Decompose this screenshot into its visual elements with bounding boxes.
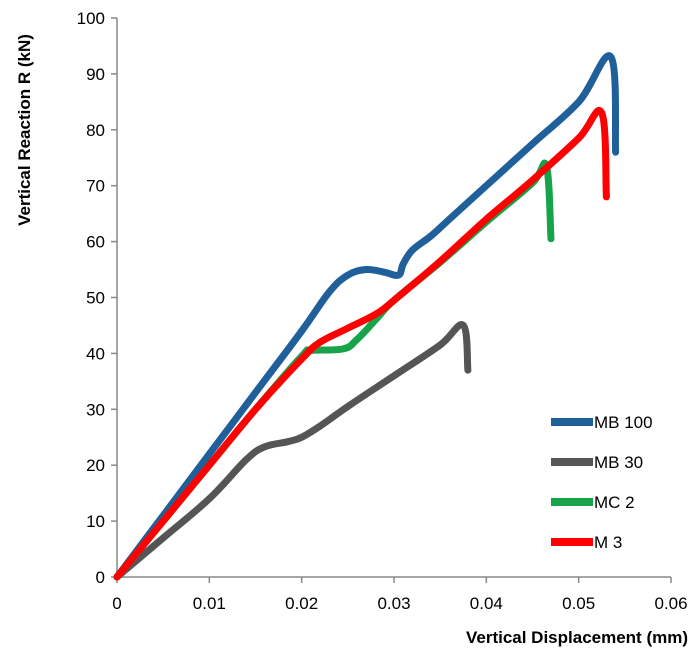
series-line-mc-2 [113,159,555,581]
y-tick-label: 90 [86,65,105,84]
ticks: 0 0.01 0.02 0.03 0.04 0.05 0.06 0 10 20 30 40 50 60 70… [77,9,688,613]
series-line-mb-100 [113,52,620,581]
y-tick-label: 20 [86,456,105,475]
x-tick-label: 0.05 [562,594,595,613]
x-tick-label: 0.02 [285,594,318,613]
series [113,52,620,581]
y-tick-label: 80 [86,121,105,140]
x-tick-label: 0.04 [470,594,503,613]
y-tick-label: 10 [86,512,105,531]
legend-label-m-3: M 3 [594,533,622,552]
legend-label-mc-2: MC 2 [594,493,635,512]
legend-label-mb-100: MB 100 [594,413,653,432]
y-tick-label: 30 [86,400,105,419]
y-tick-label: 50 [86,289,105,308]
series-line-mb-30 [113,321,472,581]
x-axis-title: Vertical Displacement (mm) [466,628,688,647]
y-axis-title: Vertical Reaction R (kN) [15,34,34,226]
x-tick-label: 0.03 [377,594,410,613]
y-tick-label: 70 [86,177,105,196]
y-tick-label: 100 [77,9,105,28]
y-tick-label: 0 [96,568,105,587]
x-tick-label: 0 [112,594,121,613]
legend-label-mb-30: MB 30 [594,453,643,472]
x-tick-label: 0.01 [193,594,226,613]
y-tick-label: 60 [86,233,105,252]
legend: MB 100 MB 30 MC 2 M 3 [551,413,653,552]
y-tick-label: 40 [86,344,105,363]
series-line-m-3 [113,107,610,581]
x-tick-label: 0.06 [654,594,687,613]
